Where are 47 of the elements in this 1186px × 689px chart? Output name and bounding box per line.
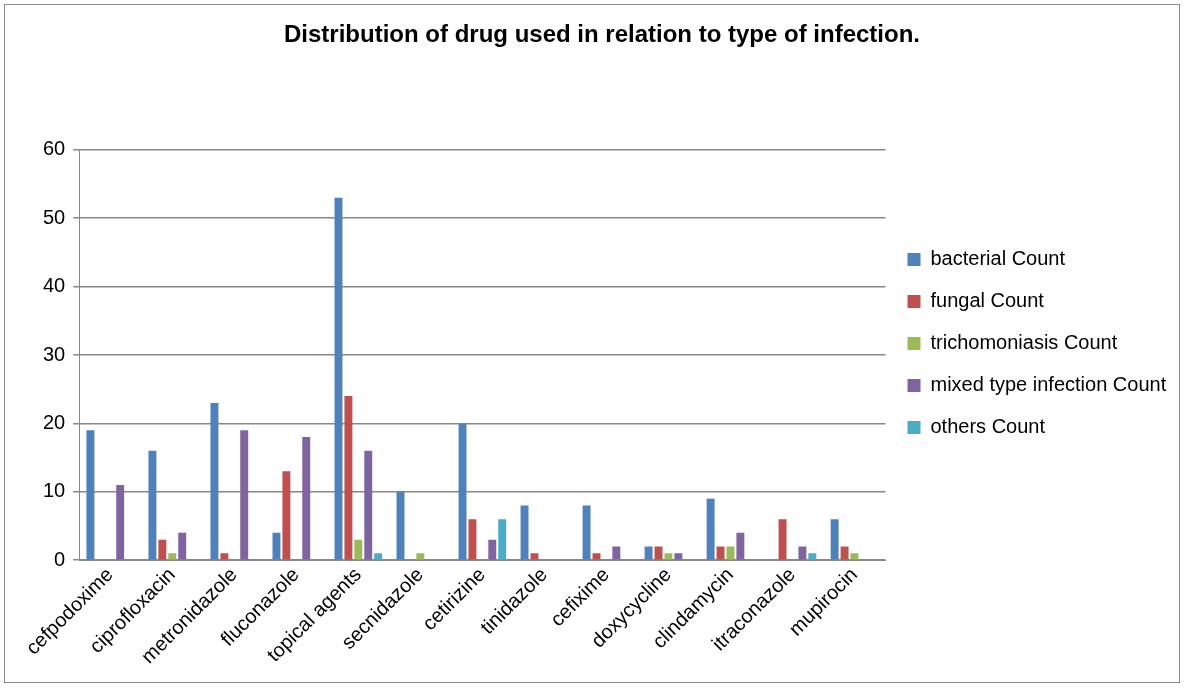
y-tick-label: 0 xyxy=(54,547,66,570)
bar xyxy=(808,553,817,560)
legend-label: trichomoniasis Count xyxy=(930,331,1118,354)
y-tick-label: 10 xyxy=(43,479,66,502)
bar xyxy=(168,553,177,560)
bar xyxy=(674,553,683,560)
bar xyxy=(302,437,311,560)
bar xyxy=(220,553,229,560)
bar xyxy=(344,396,353,560)
bar xyxy=(778,519,787,560)
y-tick-label: 40 xyxy=(43,274,66,297)
bar xyxy=(86,430,95,560)
bar xyxy=(178,532,187,560)
y-tick-label: 50 xyxy=(43,205,66,228)
bar xyxy=(798,546,807,560)
bar xyxy=(240,430,249,560)
bar xyxy=(736,532,745,560)
legend-label: fungal Count xyxy=(930,289,1045,312)
chart-title: Distribution of drug used in relation to type of infection. xyxy=(284,20,920,48)
bar xyxy=(706,498,715,560)
bar xyxy=(354,539,363,560)
legend-label: mixed type infection Count xyxy=(930,373,1167,396)
bar xyxy=(488,539,497,560)
bar xyxy=(498,519,507,560)
bar xyxy=(468,519,477,560)
bar xyxy=(582,505,591,560)
y-tick-label: 30 xyxy=(43,342,66,365)
bar xyxy=(364,450,373,560)
bar xyxy=(116,484,125,560)
bar xyxy=(612,546,621,560)
legend-label: others Count xyxy=(930,415,1046,438)
y-tick-label: 20 xyxy=(43,410,66,433)
bar xyxy=(840,546,849,560)
bar xyxy=(374,553,383,560)
bar xyxy=(644,546,653,560)
bar xyxy=(282,471,291,560)
bar xyxy=(272,532,281,560)
bar xyxy=(158,539,167,560)
bar xyxy=(210,402,219,560)
bar xyxy=(664,553,673,560)
bar xyxy=(520,505,529,560)
y-tick-label: 60 xyxy=(43,137,66,160)
legend-label: bacterial Count xyxy=(930,247,1066,270)
bar xyxy=(830,519,839,560)
bar xyxy=(726,546,735,560)
bar xyxy=(148,450,157,560)
bar xyxy=(416,553,425,560)
